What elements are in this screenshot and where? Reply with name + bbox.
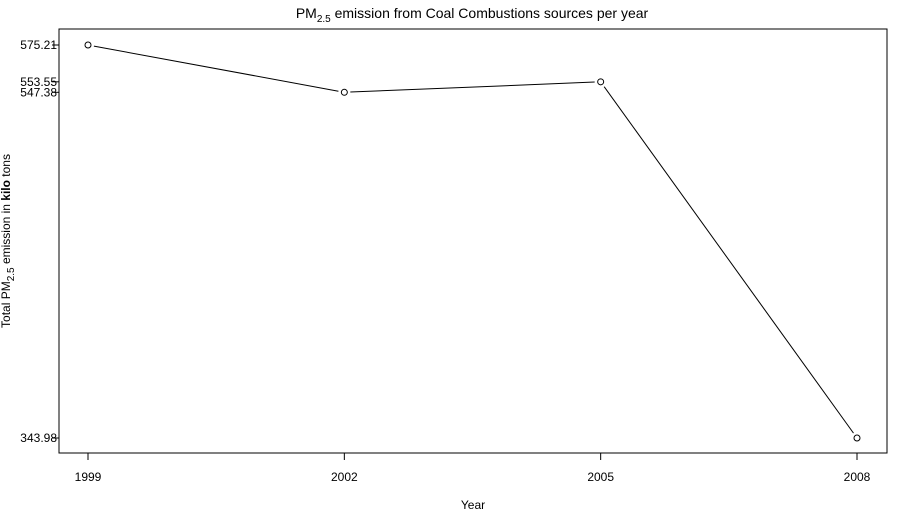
- plot-frame: [58, 28, 888, 454]
- x-axis-label: Year: [461, 498, 485, 512]
- x-tick-label-1999: 1999: [75, 470, 102, 484]
- title-subscript: 2.5: [317, 14, 331, 25]
- chart-title: PM2.5 emission from Coal Combustions sou…: [296, 5, 649, 25]
- x-tick-label-2008: 2008: [844, 470, 871, 484]
- title-suffix: emission from Coal Combustions sources p…: [331, 5, 649, 21]
- ylabel-subscript: 2.5: [6, 267, 17, 281]
- ylabel-bold: kilo: [0, 180, 13, 201]
- series-group: [84, 41, 861, 442]
- y-axis-label: Total PM2.5 emission in kilo tons: [0, 154, 17, 328]
- x-tick-label-2002: 2002: [331, 470, 358, 484]
- y-tick-label-547.38: 547.38: [20, 85, 57, 99]
- title-prefix: PM: [296, 5, 317, 21]
- line-segment-2002-2005: [350, 81, 595, 93]
- ylabel-middle: emission in: [0, 201, 13, 268]
- data-point-1999: [84, 41, 92, 49]
- data-point-2002: [340, 88, 348, 96]
- y-tick-label-553.55: 553.55: [20, 75, 57, 89]
- x-axis: 1999 2002 2005 2008: [75, 453, 871, 484]
- data-point-2005: [597, 78, 605, 86]
- y-tick-label-575.21: 575.21: [20, 38, 57, 52]
- y-tick-label-343.98: 343.98: [20, 431, 57, 445]
- data-point-2008: [853, 434, 861, 442]
- line-segment-2005-2008: [603, 86, 854, 434]
- ylabel-suffix: tons: [0, 154, 13, 180]
- x-tick-label-2005: 2005: [587, 470, 614, 484]
- ylabel-prefix: Total PM: [0, 281, 13, 328]
- line-segment-1999-2002: [93, 45, 339, 92]
